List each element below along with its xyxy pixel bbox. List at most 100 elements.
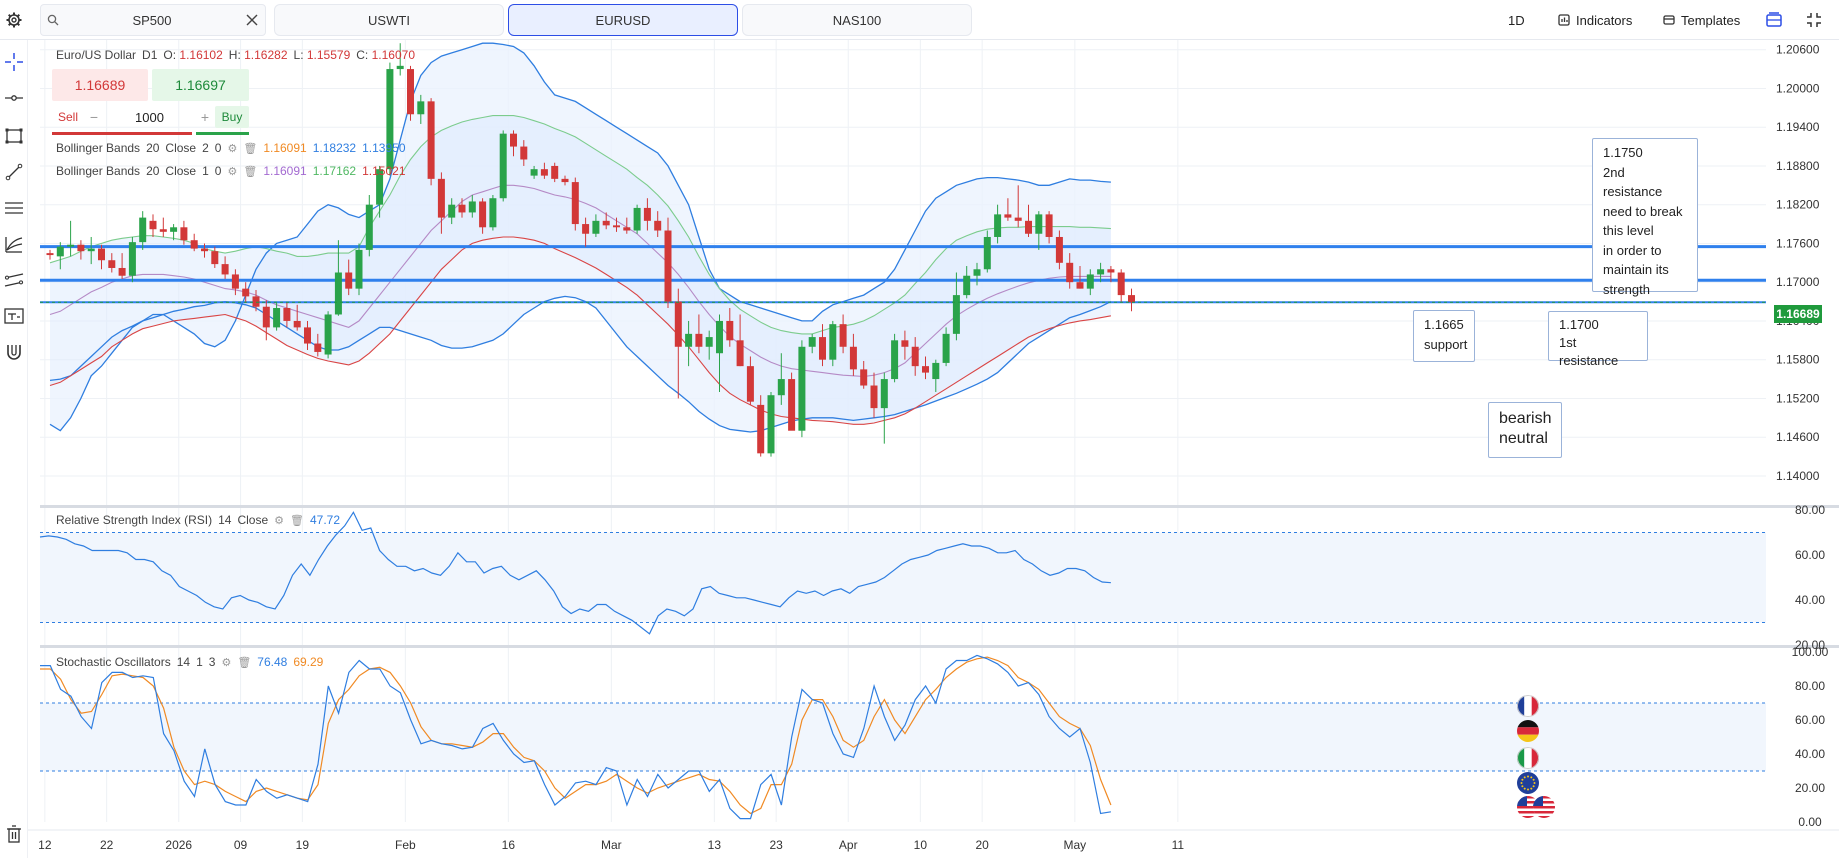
annotation-line: support bbox=[1424, 337, 1468, 352]
crosshair-tool[interactable] bbox=[2, 50, 26, 74]
candle-body bbox=[922, 366, 929, 373]
candle-body bbox=[901, 340, 909, 347]
flag-fr-icon[interactable] bbox=[1517, 695, 1539, 717]
stoch-name: Stochastic Oscillators bbox=[56, 655, 171, 669]
time-axis-tick-label: 11 bbox=[1172, 838, 1185, 852]
candle-body bbox=[489, 198, 497, 228]
rectangle-icon bbox=[5, 128, 23, 144]
time-axis-tick-label: 16 bbox=[502, 838, 516, 852]
rsi-axis-tick-label: 60.00 bbox=[1795, 548, 1825, 562]
candle-body bbox=[716, 320, 723, 354]
candle-body bbox=[510, 133, 517, 147]
candle-body bbox=[911, 346, 919, 367]
templates-label: Templates bbox=[1681, 12, 1741, 28]
annotation-line: 1.1665 bbox=[1424, 317, 1464, 332]
templates-button[interactable]: Templates bbox=[1663, 0, 1740, 40]
settings-icon[interactable]: ⚙ bbox=[227, 142, 238, 155]
indicators-button[interactable]: Indicators bbox=[1558, 0, 1632, 40]
fib-tool[interactable] bbox=[2, 232, 26, 256]
magnet-icon bbox=[7, 345, 21, 360]
bb2-mult: 1 bbox=[202, 164, 209, 178]
time-axis-tick-label: 12 bbox=[38, 838, 52, 852]
magnet-tool[interactable] bbox=[2, 340, 26, 364]
pen-tool[interactable] bbox=[2, 160, 26, 184]
parallel-channel-tool[interactable] bbox=[2, 268, 26, 292]
candle-body bbox=[1097, 269, 1105, 275]
time-axis-tick-label: 2026 bbox=[165, 838, 192, 852]
text-note-tool[interactable] bbox=[2, 304, 26, 328]
flag-eu-icon[interactable] bbox=[1517, 772, 1539, 794]
pane-separator bbox=[40, 505, 1839, 508]
rectangle-tool[interactable] bbox=[2, 124, 26, 148]
interval-button[interactable]: 1D bbox=[1508, 12, 1525, 28]
bollinger-inner-lower-line bbox=[49, 236, 1111, 425]
annotation-bias[interactable]: bearish neutral bbox=[1488, 402, 1562, 458]
horizontal-lines-tool[interactable] bbox=[2, 196, 26, 220]
bb2-name: Bollinger Bands bbox=[56, 164, 141, 178]
trash-icon[interactable]: 🗑 bbox=[237, 656, 252, 669]
sell-button[interactable]: Sell bbox=[57, 110, 78, 124]
price-axis-tick-label: 1.20000 bbox=[1776, 81, 1820, 95]
settings-button[interactable] bbox=[0, 0, 28, 40]
trash-icon[interactable]: 🗑 bbox=[243, 142, 258, 155]
candle-body bbox=[252, 296, 260, 307]
candle-body bbox=[592, 220, 600, 234]
candle-body bbox=[324, 314, 332, 355]
time-axis-tick-label: 19 bbox=[296, 838, 310, 852]
ohlc-open: O: 1.16102 bbox=[163, 48, 223, 62]
trendline-tool[interactable] bbox=[2, 86, 26, 110]
delete-drawings-button[interactable] bbox=[2, 822, 26, 846]
horizontal-lines-icon bbox=[5, 202, 23, 214]
rsi-axis-tick-label: 40.00 bbox=[1795, 593, 1825, 607]
rsi-length: 14 bbox=[218, 513, 232, 527]
settings-icon[interactable]: ⚙ bbox=[274, 514, 284, 527]
bb2-upper-value: 1.17162 bbox=[312, 164, 357, 178]
candle-body bbox=[1055, 236, 1063, 263]
annotation-1st-resistance[interactable]: 1.1700 1st resistance bbox=[1548, 311, 1648, 368]
candle-body bbox=[942, 333, 950, 363]
candle-body bbox=[180, 227, 188, 241]
tab-eurusd[interactable]: EURUSD bbox=[508, 4, 738, 36]
tab-uswti[interactable]: USWTI bbox=[274, 4, 504, 36]
candle-body bbox=[674, 301, 682, 347]
quantity-input[interactable]: 1000 bbox=[135, 109, 164, 125]
candle-body bbox=[458, 204, 466, 213]
indicators-icon bbox=[1558, 14, 1570, 26]
settings-icon[interactable]: ⚙ bbox=[227, 165, 238, 178]
crosshair-icon bbox=[5, 53, 23, 71]
layout-button[interactable] bbox=[1766, 0, 1788, 40]
rsi-name: Relative Strength Index (RSI) bbox=[56, 513, 213, 527]
settings-icon[interactable]: ⚙ bbox=[221, 656, 232, 669]
flag-de-icon[interactable] bbox=[1517, 720, 1539, 742]
rsi-value: 47.72 bbox=[309, 513, 340, 527]
buy-button[interactable]: Buy bbox=[215, 106, 249, 128]
quantity-decrease-button[interactable]: − bbox=[89, 109, 99, 125]
candle-body bbox=[242, 288, 250, 297]
flag-it-icon[interactable] bbox=[1517, 747, 1539, 769]
candle-body bbox=[77, 244, 85, 252]
candle-body bbox=[695, 333, 703, 347]
symbol-search-input[interactable]: SP500 bbox=[40, 4, 266, 36]
candle-body bbox=[211, 251, 219, 265]
price-axis-tick-label: 1.17000 bbox=[1776, 275, 1820, 289]
trash-icon[interactable]: 🗑 bbox=[243, 165, 258, 178]
stoch-k-line bbox=[40, 654, 1111, 820]
flag-us-icon[interactable] bbox=[1533, 796, 1555, 818]
buy-price[interactable]: 1.16697 bbox=[152, 69, 249, 101]
quantity-increase-button[interactable]: + bbox=[200, 109, 210, 125]
candle-body bbox=[633, 207, 641, 231]
tab-nas100[interactable]: NAS100 bbox=[742, 4, 972, 36]
trash-icon[interactable]: 🗑 bbox=[290, 514, 304, 527]
sell-price[interactable]: 1.16689 bbox=[52, 69, 148, 101]
annotation-support[interactable]: 1.1665 support bbox=[1413, 310, 1475, 362]
close-icon[interactable] bbox=[239, 14, 265, 26]
candle-body bbox=[880, 379, 888, 409]
candle-body bbox=[427, 101, 435, 179]
candle-body bbox=[499, 133, 507, 199]
annotation-2nd-resistance[interactable]: 1.1750 2nd resistance need to break this… bbox=[1592, 138, 1698, 297]
candle-body bbox=[808, 337, 816, 347]
rsi-source: Close bbox=[237, 513, 269, 527]
fullscreen-button[interactable] bbox=[1806, 0, 1828, 40]
candle-body bbox=[376, 169, 384, 205]
